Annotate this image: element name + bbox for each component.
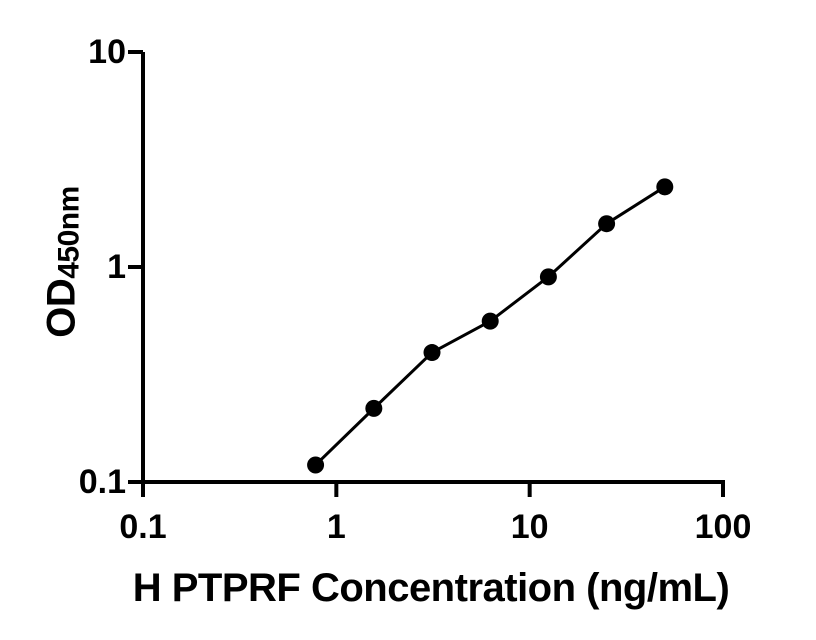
x-tick-label: 1 [327,508,346,546]
y-tick-label: 1 [107,248,126,286]
y-tick-label: 10 [88,33,126,71]
x-tick-label: 0.1 [119,508,166,546]
y-tick-label: 0.1 [79,463,126,501]
y-axis-title: OD450nm [39,186,86,338]
x-tick-label: 100 [695,508,752,546]
x-axis-title: H PTPRF Concentration (ng/mL) [132,566,730,610]
y-axis-title-subscript: 450nm [52,186,86,279]
data-point [539,268,557,286]
data-point [423,344,441,362]
data-point [656,178,674,196]
data-point [365,399,383,417]
data-point [481,312,499,330]
data-point [598,215,616,233]
x-tick-label: 10 [511,508,549,546]
data-point [307,456,325,474]
y-axis-title-main: OD [39,278,84,338]
